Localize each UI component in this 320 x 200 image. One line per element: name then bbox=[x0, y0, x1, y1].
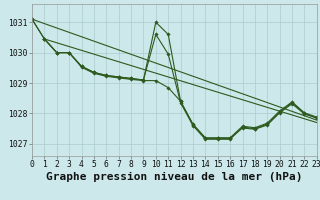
X-axis label: Graphe pression niveau de la mer (hPa): Graphe pression niveau de la mer (hPa) bbox=[46, 172, 303, 182]
